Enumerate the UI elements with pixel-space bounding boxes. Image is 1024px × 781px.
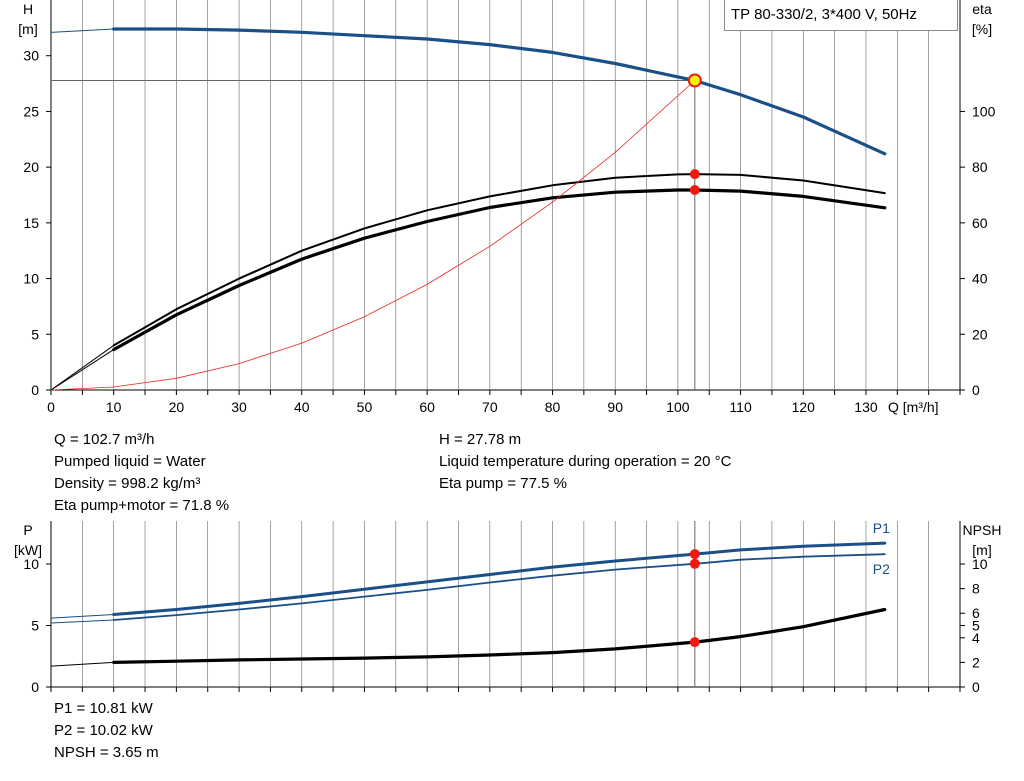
p1-series-label: P1: [873, 520, 890, 536]
marker-layer: [687, 73, 702, 648]
y-right-tick-label: 20: [972, 326, 988, 342]
p2-duty-marker: [689, 558, 700, 569]
x-tick-label: 40: [294, 399, 310, 415]
p2-series-label: P2: [873, 561, 890, 577]
npsh-curve: [112, 607, 887, 664]
y-right-tick-label: 2: [972, 654, 980, 670]
y-left-tick-label: 5: [31, 618, 39, 634]
eta-total-duty-marker: [689, 184, 700, 195]
x-tick-label: 20: [169, 399, 185, 415]
y-right-tick-label: 80: [972, 159, 988, 175]
y-right-tick-label: 4: [972, 630, 980, 646]
eta_total-curve: [112, 188, 887, 352]
y-left-tick-label: 15: [23, 215, 39, 231]
y-right-tick-label: 10: [972, 556, 988, 572]
p1-extension: [50, 613, 114, 619]
head-duty-point: [687, 73, 702, 88]
eta_total-extension: [50, 349, 114, 391]
x-tick-label: 30: [231, 399, 247, 415]
npsh-duty-marker: [689, 637, 700, 648]
y-right-tick-label: 0: [972, 382, 980, 398]
y-right-tick-label: 5: [972, 618, 980, 634]
x-tick-label: 10: [106, 399, 122, 415]
system_curve-curve: [50, 80, 696, 391]
x-axis-label: Q [m³/h]: [888, 399, 939, 415]
y-left-tick-label: 30: [23, 48, 39, 64]
x-tick-label: 60: [419, 399, 435, 415]
x-tick-label: 50: [357, 399, 373, 415]
y-left-axis-unit: [m]: [18, 21, 37, 37]
y-left-axis-title: H: [23, 1, 33, 17]
x-tick-label: 0: [47, 399, 55, 415]
eta_pump-curve: [112, 173, 886, 347]
y-right-tick-label: 6: [972, 605, 980, 621]
p2-curve: [112, 553, 886, 621]
curve-layer: [50, 27, 887, 667]
y-right-axis-title: NPSH: [963, 522, 1002, 538]
x-tick-label: 80: [545, 399, 561, 415]
grid-layer: [46, 0, 965, 692]
x-tick-label: 100: [666, 399, 690, 415]
y-right-axis-unit: [m]: [972, 542, 991, 558]
pump-title-box: TP 80-330/2, 3*400 V, 50Hz: [724, 0, 958, 31]
eta_pump-extension: [50, 345, 114, 391]
y-left-tick-label: 20: [23, 159, 39, 175]
eta-pump-duty-marker: [689, 169, 700, 180]
head-readout: H = 27.78 m: [439, 431, 522, 448]
npsh-extension: [50, 661, 114, 667]
operating-info-right: H = 27.78 m Liquid temperature during op…: [439, 429, 731, 495]
density-readout: Density = 998.2 kg/m³: [54, 475, 201, 492]
y-left-tick-label: 5: [31, 326, 39, 342]
y-right-tick-label: 60: [972, 215, 988, 231]
p2-readout: P2 = 10.02 kW: [54, 722, 153, 739]
p1-curve: [112, 541, 887, 616]
pumped-liquid: Pumped liquid = Water: [54, 453, 206, 470]
p1-readout: P1 = 10.81 kW: [54, 700, 153, 717]
y-right-axis-title: eta: [972, 1, 992, 17]
operating-info-left: Q = 102.7 m³/h Pumped liquid = Water Den…: [54, 429, 229, 517]
y-right-tick-label: 40: [972, 271, 988, 287]
npsh-readout: NPSH = 3.65 m: [54, 744, 159, 761]
head-extension: [50, 28, 114, 33]
y-right-tick-label: 0: [972, 679, 980, 695]
x-tick-label: 90: [607, 399, 623, 415]
y-left-tick-label: 10: [23, 556, 39, 572]
y-right-tick-label: 100: [972, 103, 996, 119]
y-right-axis-unit: [%]: [972, 21, 992, 37]
y-left-tick-label: 10: [23, 271, 39, 287]
y-left-axis-unit: [kW]: [14, 542, 42, 558]
x-tick-label: 130: [854, 399, 878, 415]
p2-extension: [50, 619, 114, 624]
temperature-readout: Liquid temperature during operation = 20…: [439, 453, 732, 470]
x-tick-label: 120: [792, 399, 816, 415]
y-left-tick-label: 25: [23, 103, 39, 119]
y-left-tick-label: 0: [31, 679, 39, 695]
x-tick-label: 70: [482, 399, 498, 415]
y-right-tick-label: 8: [972, 581, 980, 597]
flow-readout: Q = 102.7 m³/h: [54, 431, 155, 448]
pump-title: TP 80-330/2, 3*400 V, 50Hz: [731, 6, 917, 23]
eta-total-readout: Eta pump+motor = 71.8 %: [54, 497, 230, 514]
p1-duty-marker: [689, 549, 700, 560]
power-info: P1 = 10.81 kW P2 = 10.02 kW NPSH = 3.65 …: [54, 698, 159, 764]
y-left-axis-title: P: [23, 522, 32, 538]
text-layer: 0 10 20 30 40 50 60 70 80 90 100 110 120 130 Q [m³/h]0…: [14, 1, 1001, 695]
x-tick-label: 110: [729, 399, 752, 415]
head-curve: [112, 27, 887, 156]
eta-pump-readout: Eta pump = 77.5 %: [439, 475, 567, 492]
y-left-tick-label: 0: [31, 382, 39, 398]
